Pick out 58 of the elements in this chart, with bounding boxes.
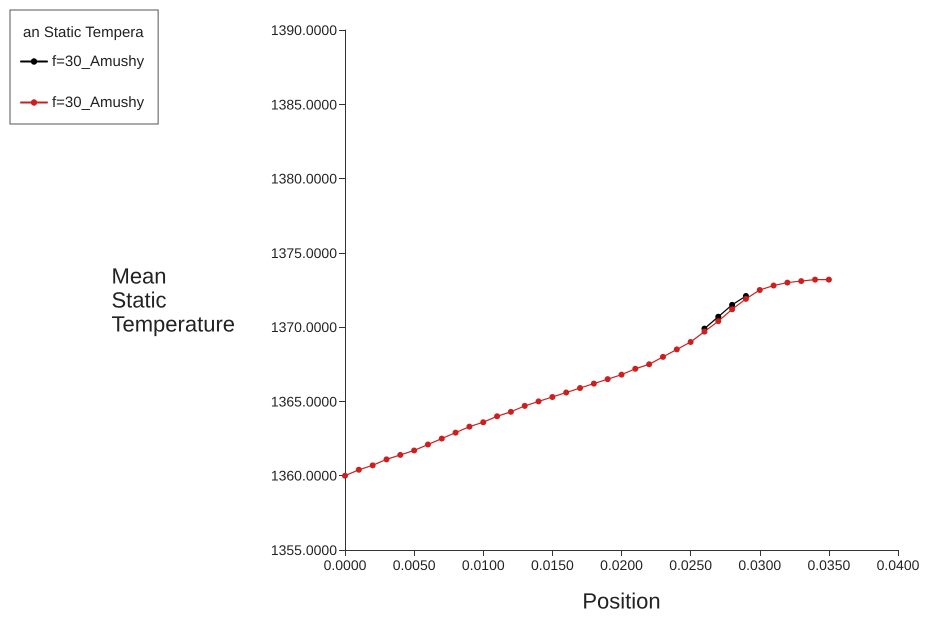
point [438,436,445,442]
point [411,447,418,454]
point [424,442,431,448]
point [729,306,736,312]
point [756,287,763,293]
legend-label: f=30_Amushy [52,94,145,111]
point [342,472,348,479]
legend-label: f=30_Amushy [52,53,145,70]
point [536,398,542,404]
x-tick-label: 0.0300 [738,557,782,573]
point [826,276,832,283]
point [660,354,666,360]
legend-title: an Static Tempera [23,24,144,41]
point [742,296,749,302]
point [701,328,708,335]
point [812,276,818,283]
x-tick-label: 0.0400 [876,557,920,573]
y-tick-label: 1365.0000 [270,393,338,410]
point [356,466,362,473]
x-tick-label: 0.0000 [324,557,367,573]
point [466,424,472,430]
point [618,372,624,378]
x-tick-label: 0.0050 [392,557,436,573]
point [604,376,611,382]
point [480,419,486,426]
point [770,282,777,289]
point [383,456,390,462]
point [674,346,680,352]
y-tick-label: 1385.0000 [270,96,338,112]
point [397,452,404,458]
y-tick-label: 1360.0000 [270,468,338,484]
point [452,430,459,436]
y-axis-title: Mean Static Temperature [111,264,236,336]
y-tick-label: 1380.0000 [270,170,338,187]
x-tick-label: 0.0350 [807,557,850,573]
point [688,339,694,345]
point [798,278,804,284]
y-tick-label: 1370.0000 [270,319,338,336]
y-tick-label: 1355.0000 [270,542,338,558]
point [563,390,570,396]
point [715,318,722,324]
point [508,408,514,415]
x-tick-label: 0.0250 [669,557,712,573]
x-tick-label: 0.0100 [462,557,505,573]
point [577,385,584,392]
point [549,394,556,400]
y-tick-label: 1375.0000 [270,244,338,261]
point [590,380,597,387]
point [522,402,528,409]
x-axis-title: Position [582,588,661,614]
x-tick-label: 0.0200 [600,557,644,573]
point [784,280,790,286]
point [494,413,500,420]
point [632,366,638,372]
y-tick-label: 1390.0000 [270,22,338,38]
point [646,361,652,368]
point [370,462,376,468]
x-tick-label: 0.0150 [530,557,574,573]
